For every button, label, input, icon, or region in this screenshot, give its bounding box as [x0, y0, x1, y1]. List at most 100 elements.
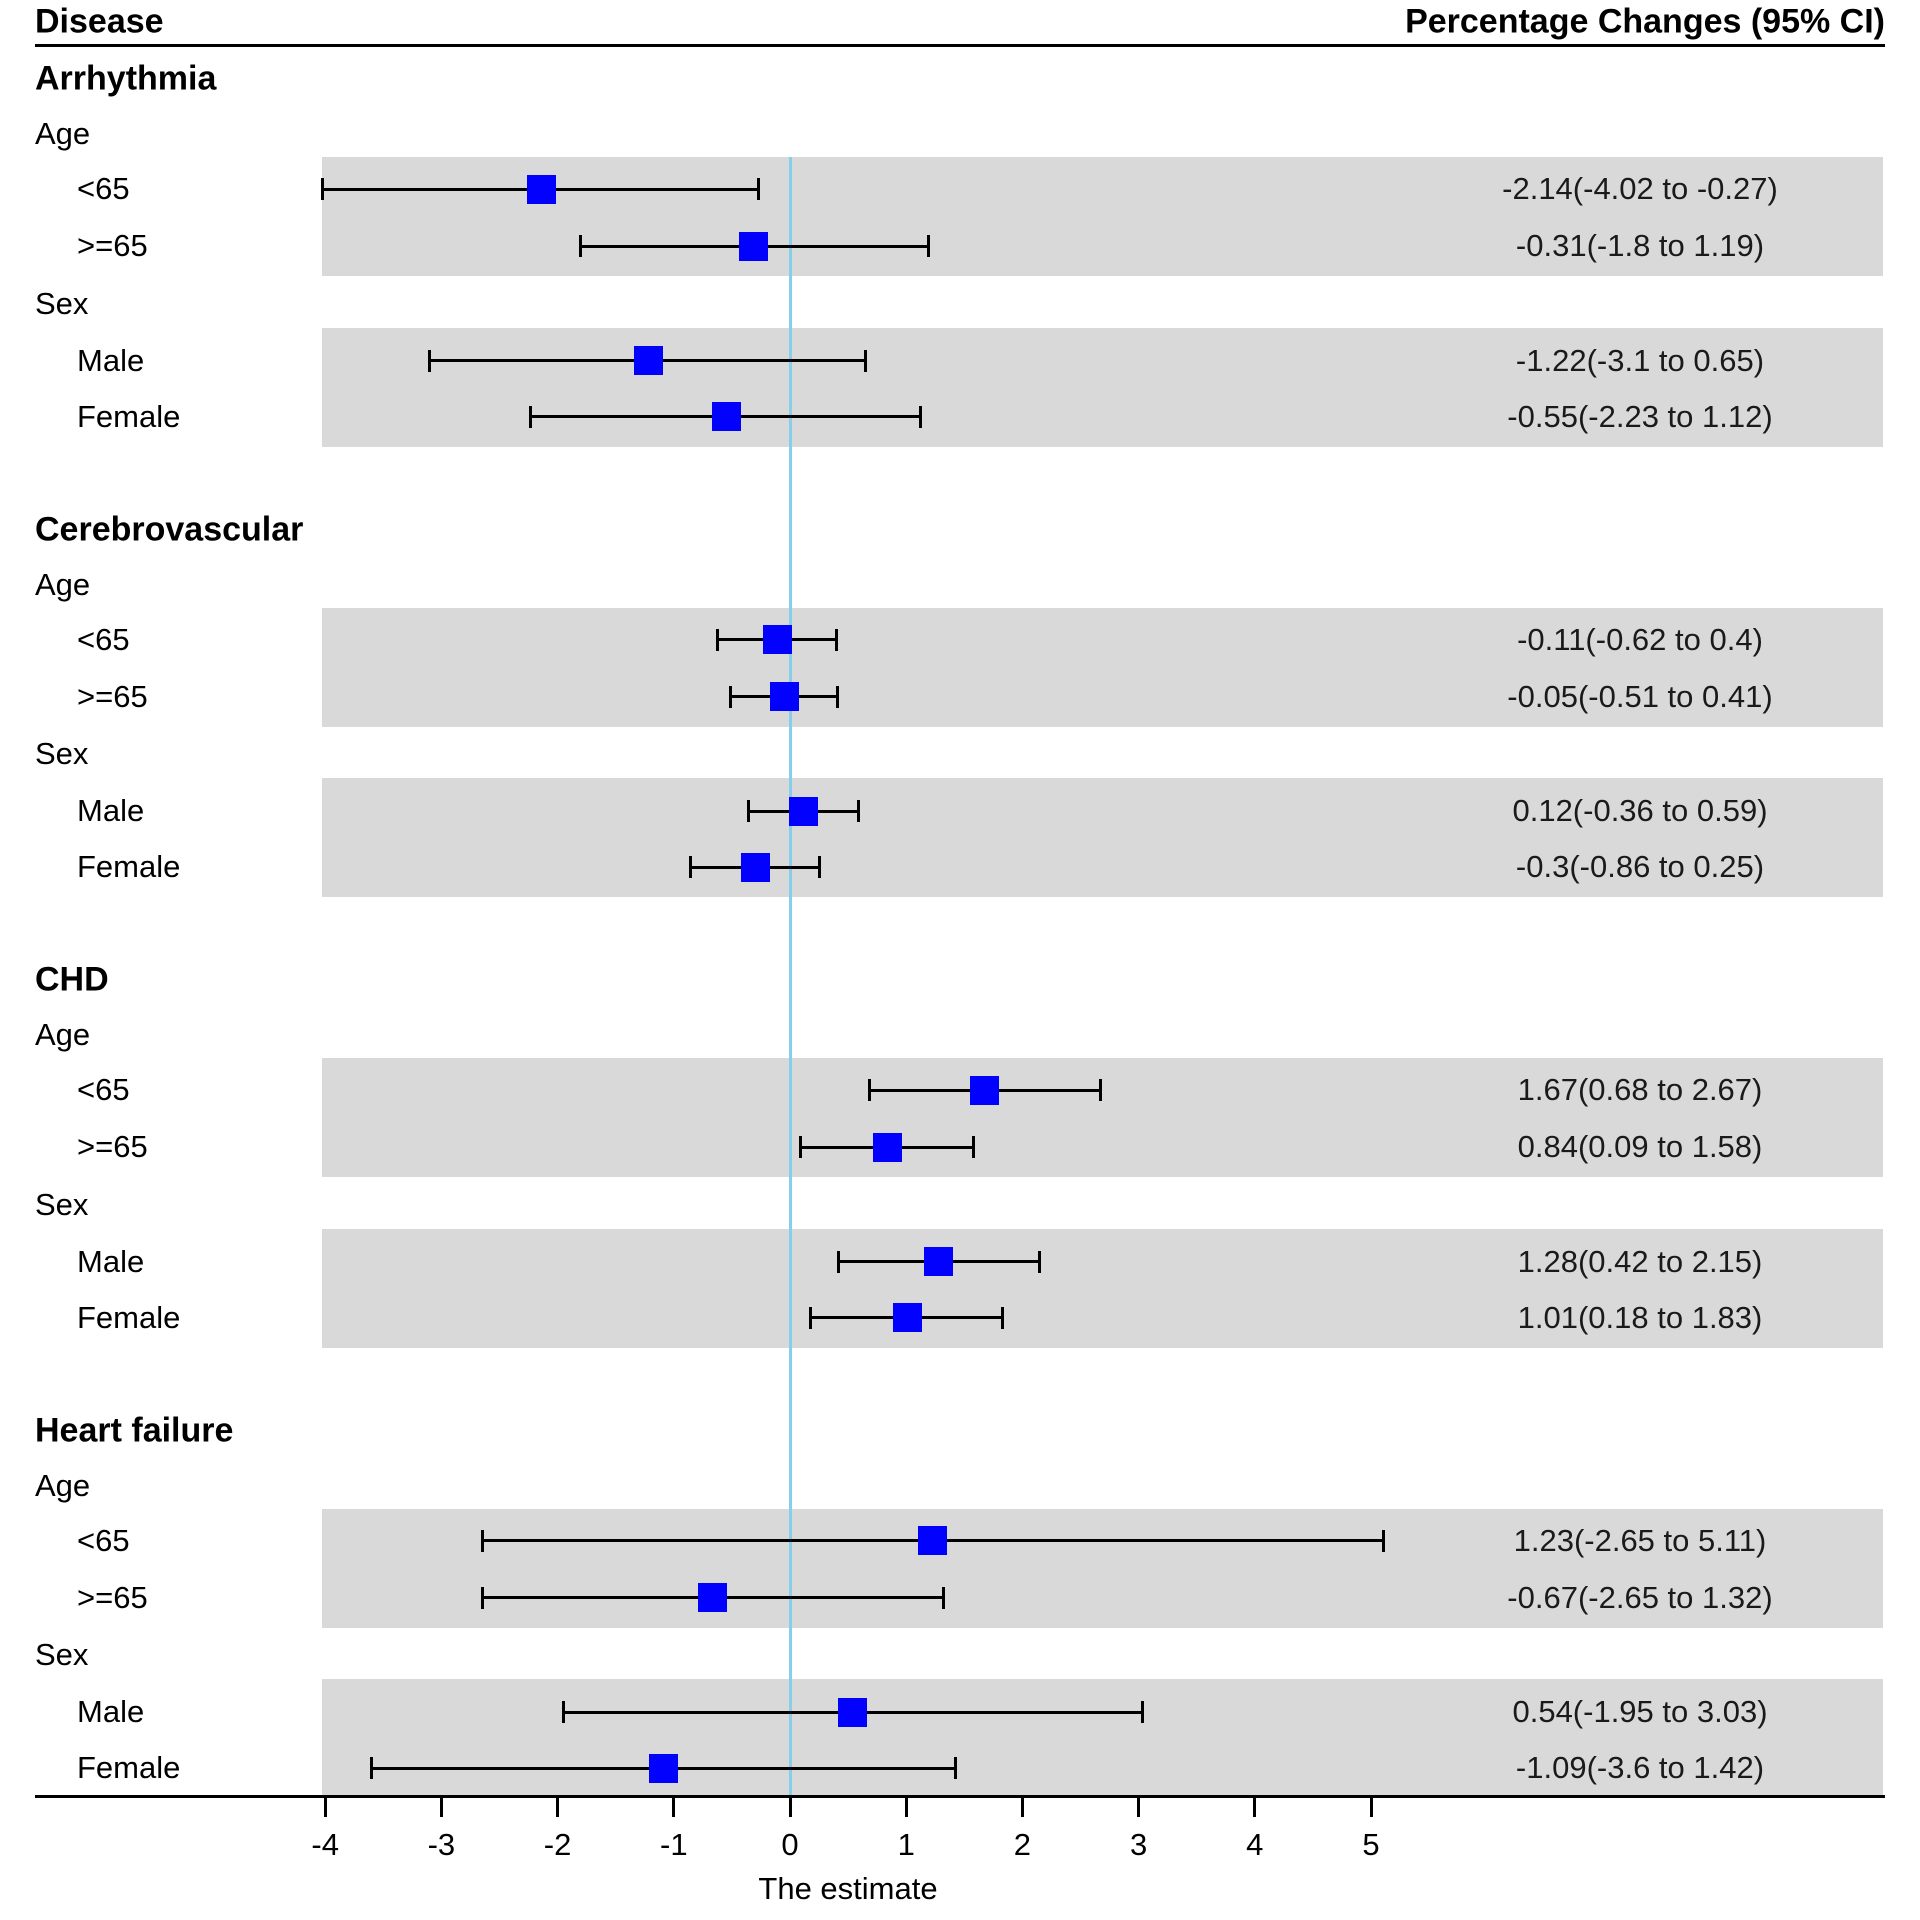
estimate-text: -0.3(-0.86 to 0.25) [1515, 849, 1765, 884]
estimate-marker [697, 1583, 727, 1612]
axis-tick-label: -2 [543, 1827, 572, 1862]
ci-cap-low [867, 1079, 871, 1101]
subgroup-band [322, 1228, 1883, 1348]
estimate-marker [633, 346, 663, 375]
row-label: Female [77, 1750, 181, 1785]
ci-cap-low [561, 1701, 565, 1723]
subgroup-label: Sex [35, 1186, 89, 1222]
x-axis-line [35, 1795, 1885, 1798]
estimate-text: -0.11(-0.62 to 0.4) [1517, 621, 1763, 657]
estimate-text: 0.12(-0.36 to 0.59) [1512, 793, 1768, 828]
ci-cap-low [798, 1136, 802, 1158]
row-label: Female [77, 1299, 181, 1335]
estimate-text: -0.55(-2.23 to 1.12) [1507, 398, 1773, 434]
estimate-text: -0.67(-2.65 to 1.32) [1507, 1579, 1773, 1615]
ci-cap-low [837, 1250, 841, 1273]
ci-cap-low [480, 1529, 484, 1552]
header-rule [35, 44, 1885, 47]
group-title: CHD [35, 960, 109, 999]
ci-cap-high [926, 235, 930, 257]
x-axis-title: The estimate [758, 1871, 938, 1906]
estimate-marker [769, 682, 799, 711]
ci-cap-high [757, 178, 761, 200]
estimate-text: -0.31(-1.8 to 1.19) [1515, 228, 1765, 263]
row-label: >=65 [77, 678, 148, 714]
ci-cap-low [746, 800, 750, 822]
ci-cap-high [817, 856, 821, 878]
estimate-marker [924, 1247, 954, 1276]
estimate-marker [918, 1526, 948, 1555]
row-label: Male [77, 342, 145, 378]
subgroup-label: Age [35, 1467, 91, 1503]
ci-cap-low [729, 685, 733, 708]
axis-tick-label: 2 [1013, 1827, 1032, 1862]
estimate-text: 1.01(0.18 to 1.83) [1517, 1299, 1763, 1335]
axis-tick-label: -3 [427, 1827, 456, 1862]
ci-cap-high [1382, 1529, 1386, 1552]
subgroup-band [322, 778, 1883, 897]
row-label: <65 [77, 171, 130, 206]
column-header-percentage-changes: Percentage Changes (95% CI) [1405, 2, 1885, 41]
subgroup-band [322, 1679, 1883, 1795]
ci-cap-low [809, 1306, 813, 1329]
estimate-text: 0.84(0.09 to 1.58) [1517, 1129, 1763, 1164]
axis-tick [1253, 1795, 1257, 1817]
subgroup-band [322, 327, 1883, 447]
estimate-marker [873, 1132, 903, 1162]
ci-cap-low [480, 1586, 484, 1609]
axis-tick [323, 1795, 327, 1817]
estimate-marker [711, 402, 741, 431]
ci-cap-high [834, 628, 838, 651]
row-label: Female [77, 398, 181, 434]
ci-cap-low [579, 235, 583, 257]
column-header-disease: Disease [35, 2, 164, 41]
ci-cap-high [864, 349, 868, 372]
subgroup-band [322, 1058, 1883, 1177]
estimate-marker [762, 625, 792, 654]
row-label: >=65 [77, 228, 148, 263]
zero-reference-line [788, 157, 792, 1795]
estimate-marker [838, 1697, 868, 1727]
axis-tick [439, 1795, 443, 1817]
axis-tick-label: 5 [1362, 1827, 1380, 1862]
axis-tick [1369, 1795, 1373, 1817]
ci-cap-high [857, 800, 861, 822]
axis-tick-label: -1 [660, 1827, 688, 1862]
axis-tick [788, 1795, 792, 1817]
axis-tick-label: 0 [781, 1827, 799, 1862]
ci-cap-high [972, 1136, 976, 1158]
estimate-text: -0.05(-0.51 to 0.41) [1507, 678, 1773, 714]
estimate-marker [789, 796, 819, 826]
ci-cap-high [1001, 1306, 1005, 1329]
row-label: >=65 [77, 1129, 148, 1164]
estimate-marker [892, 1303, 922, 1332]
row-label: >=65 [77, 1579, 148, 1615]
subgroup-label: Age [35, 566, 91, 602]
subgroup-label: Sex [35, 736, 89, 771]
subgroup-band [322, 607, 1883, 727]
subgroup-label: Sex [35, 285, 89, 321]
axis-tick [1137, 1795, 1141, 1817]
ci-cap-high [1038, 1250, 1042, 1273]
estimate-marker [739, 231, 769, 261]
group-title: Arrhythmia [35, 59, 217, 98]
estimate-text: 1.28(0.42 to 2.15) [1517, 1243, 1763, 1279]
estimate-text: -1.09(-3.6 to 1.42) [1515, 1750, 1765, 1785]
axis-tick [556, 1795, 560, 1817]
group-title: Cerebrovascular [35, 510, 304, 548]
subgroup-label: Sex [35, 1637, 89, 1672]
group-title: Heart failure [35, 1411, 234, 1449]
estimate-text: 1.23(-2.65 to 5.11) [1513, 1522, 1767, 1558]
estimate-marker [740, 852, 770, 882]
estimate-text: 0.54(-1.95 to 3.03) [1512, 1694, 1768, 1729]
ci-cap-high [953, 1757, 957, 1779]
estimate-marker [526, 174, 556, 204]
ci-cap-high [941, 1586, 945, 1609]
axis-tick [904, 1795, 908, 1817]
subgroup-label: Age [35, 116, 91, 151]
ci-cap-high [1140, 1701, 1144, 1723]
axis-tick [1020, 1795, 1024, 1817]
ci-cap-low [529, 405, 533, 428]
estimate-marker [648, 1753, 678, 1783]
